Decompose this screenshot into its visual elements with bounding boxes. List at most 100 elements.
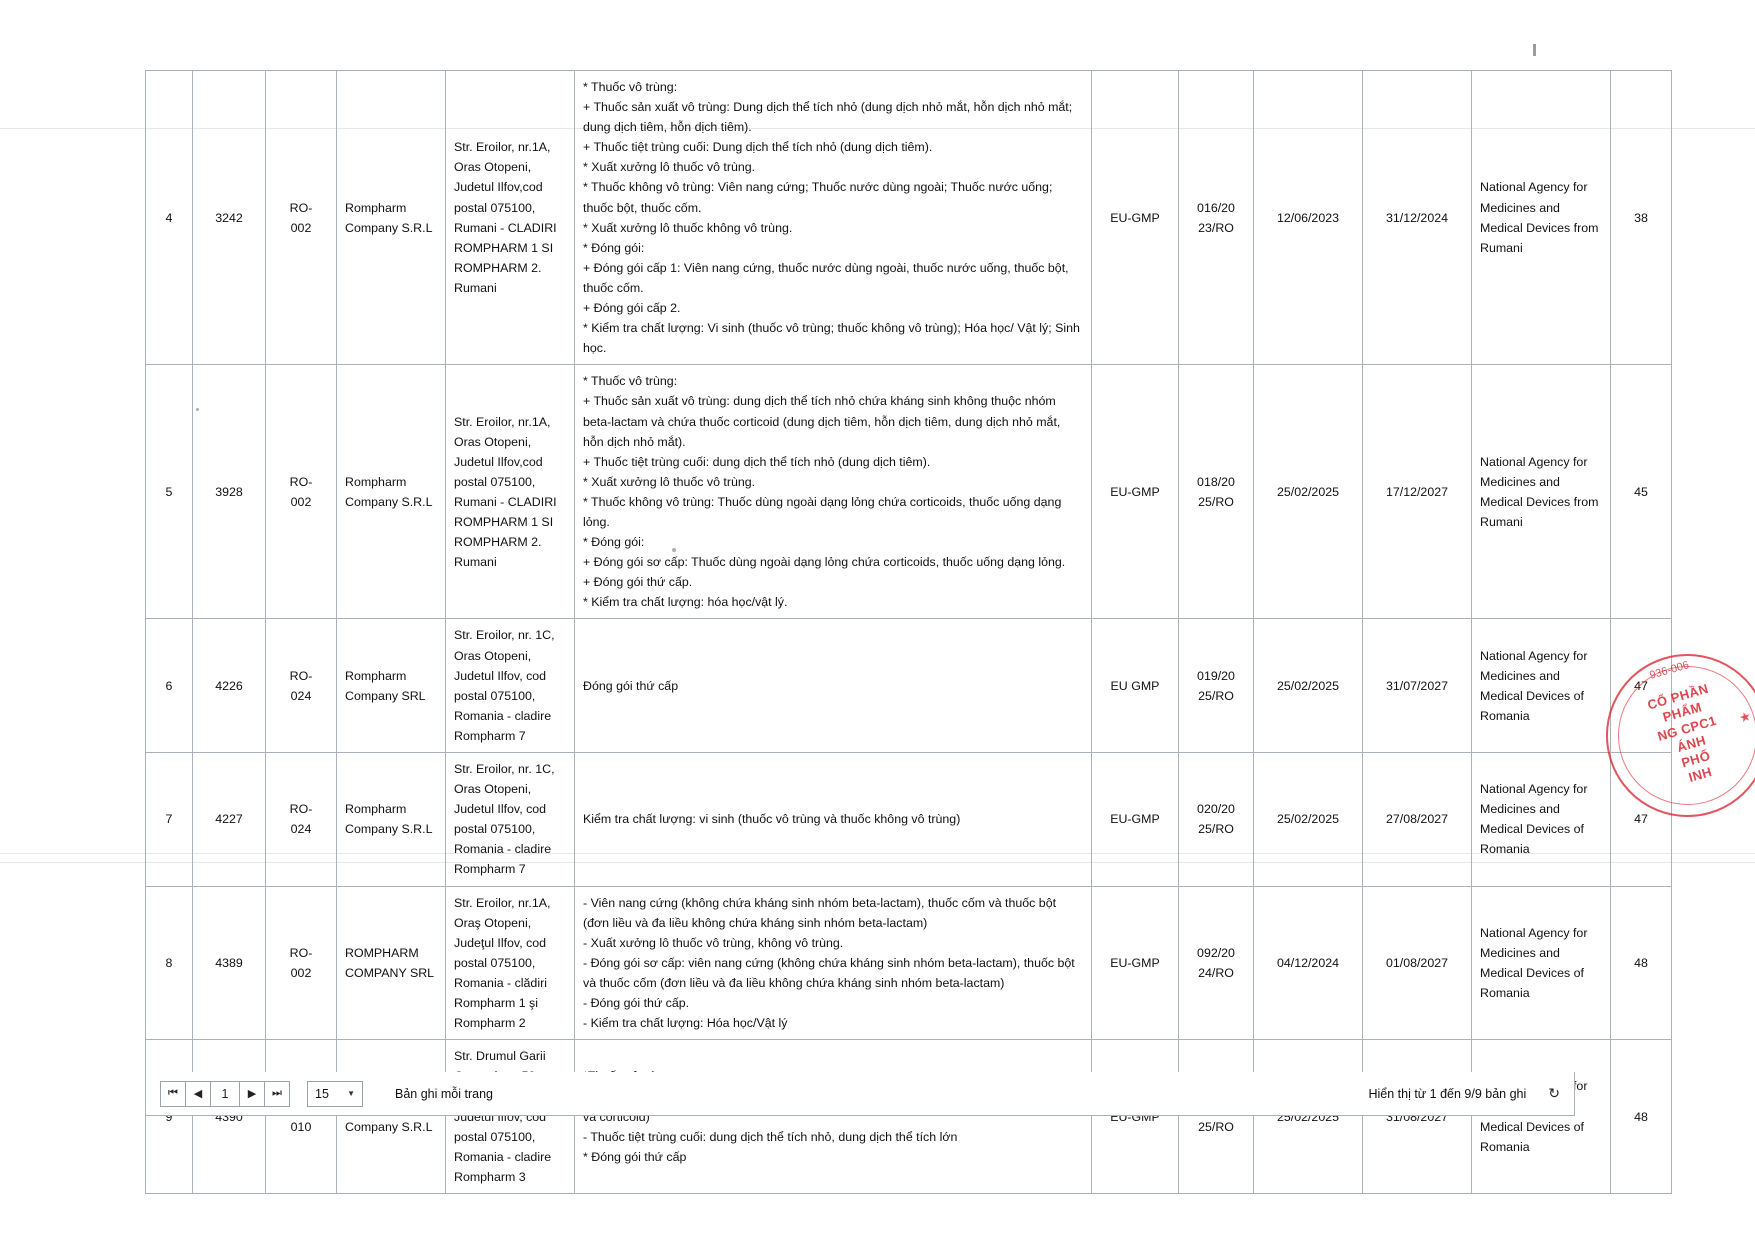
scope-line: * Đóng gói thứ cấp xyxy=(583,1149,687,1164)
table-row[interactable]: 7 4227 RO- 024 Rompharm Company S.R.L St… xyxy=(145,752,1672,887)
cell-code: 4226 xyxy=(192,618,266,753)
scope-line: + Đóng gói thứ cấp. xyxy=(583,575,693,590)
table-row[interactable]: 6 4226 RO- 024 Rompharm Company SRL Str.… xyxy=(145,618,1672,753)
scope-line: * Xuất xưởng lô thuốc vô trùng. xyxy=(583,160,756,175)
cell-date-to: 31/12/2024 xyxy=(1362,69,1472,366)
cert-line2: 25/RO xyxy=(1198,822,1234,837)
cell-company: ROMPHARM COMPANY SRL xyxy=(336,885,446,1041)
cell-address: Str. Drumul Garii Otopeni, nr. 52, Oras … xyxy=(445,1039,575,1194)
cell-standard: EU-GMP xyxy=(1091,69,1179,366)
cell-index: 5 xyxy=(145,364,193,620)
star-icon: ★ xyxy=(1737,708,1753,726)
cert-line2: 23/RO xyxy=(1198,220,1234,235)
cell-ro-code: RO- 024 xyxy=(265,752,337,887)
scope-line: * Đóng gói: xyxy=(583,240,645,255)
cell-company: Rompharm Company S.R.L xyxy=(336,752,446,887)
cert-line2: 24/RO xyxy=(1198,965,1234,980)
page-size-select[interactable]: 15 ▼ xyxy=(307,1080,363,1107)
cell-address: Str. Eroilor, nr.1A, Oras Otopeni, Judet… xyxy=(445,364,575,620)
scope-line: - Đóng gói sơ cấp: viên nang cứng (không… xyxy=(583,955,1075,990)
page-size-value: 15 xyxy=(315,1086,329,1101)
ro-code-line1: RO- xyxy=(289,802,313,817)
scope-line: * Kiểm tra chất lượng: Vi sinh (thuốc vô… xyxy=(583,321,1080,356)
cert-line1: 020/20 xyxy=(1197,802,1235,817)
first-page-button[interactable]: ⏮ xyxy=(160,1080,186,1107)
pagination-toolbar: ⏮ ◀ 1 ▶ ⏭ 15 ▼ Bản ghi mỗi trang Hiển th… xyxy=(145,1072,1575,1116)
table-row[interactable]: 8 4389 RO- 002 ROMPHARM COMPANY SRL Str.… xyxy=(145,885,1672,1041)
cell-authority: National Agency for Medicines and Medica… xyxy=(1471,364,1611,620)
cell-date-from: 12/06/2023 xyxy=(1253,69,1363,366)
cell-certificate-no: 020/20 25/RO xyxy=(1178,752,1254,887)
cell-date-to: 31/08/2027 xyxy=(1362,1039,1472,1194)
scope-line: + Thuốc tiệt trùng cuối: Dung dịch thể t… xyxy=(583,140,933,155)
ro-code-line1: RO- xyxy=(289,200,313,215)
cell-index: 6 xyxy=(145,618,193,753)
cell-page-no: 47 xyxy=(1610,618,1672,753)
scope-line: * Đóng gói: xyxy=(583,535,645,550)
scope-line: + Thuốc sản xuất vô trùng: Dung dịch thể… xyxy=(583,100,1073,135)
cell-company: Rompharm Company S.R.L xyxy=(336,1039,446,1194)
cell-authority: National Agency for Medicines and Medica… xyxy=(1471,1039,1611,1194)
cell-date-to: 27/08/2027 xyxy=(1362,752,1472,887)
cert-line2: 25/RO xyxy=(1198,688,1234,703)
cert-line2: 25/RO xyxy=(1198,494,1234,509)
cell-ro-code: RO- 010 xyxy=(265,1039,337,1194)
current-page-input[interactable]: 1 xyxy=(210,1080,240,1107)
cert-line1: 092/20 xyxy=(1197,945,1235,960)
next-page-button[interactable]: ▶ xyxy=(239,1080,265,1107)
cell-page-no: 48 xyxy=(1610,885,1672,1041)
scope-line: * Xuất xưởng lô thuốc vô trùng. xyxy=(583,474,756,489)
cell-scope: * Thuốc vô trùng: + Thuốc sản xuất vô trù… xyxy=(574,69,1092,366)
scope-line: - Thuốc tiệt trùng cuối: dung dịch thể t… xyxy=(583,1129,958,1144)
last-page-button[interactable]: ⏭ xyxy=(264,1080,290,1107)
scope-line: * Xuất xưởng lô thuốc không vô trùng. xyxy=(583,220,793,235)
cell-code: 3928 xyxy=(192,364,266,620)
cert-line1: 019/20 xyxy=(1197,668,1235,683)
cell-scope: - Viên nang cứng (không chứa kháng sinh … xyxy=(574,885,1092,1041)
cell-company: Rompharm Company SRL xyxy=(336,618,446,753)
cell-index: 9 xyxy=(145,1039,193,1194)
cell-code: 4227 xyxy=(192,752,266,887)
scope-line: + Thuốc tiệt trùng cuối: dung dịch thể t… xyxy=(583,454,931,469)
cert-line1: 016/20 xyxy=(1197,200,1235,215)
scope-line: - Viên nang cứng (không chứa kháng sinh … xyxy=(583,895,1057,930)
cell-company: Rompharm Company S.R.L xyxy=(336,69,446,366)
refresh-icon[interactable]: ↻ xyxy=(1548,1085,1560,1101)
scope-line: Đóng gói thứ cấp xyxy=(583,678,679,693)
scan-corner-mark xyxy=(1533,44,1536,56)
cell-standard: EU-GMP xyxy=(1091,885,1179,1041)
ro-code-line2: 024 xyxy=(290,688,312,703)
cell-certificate-no: 019/20 25/RO xyxy=(1178,618,1254,753)
ro-code-line2: 024 xyxy=(290,822,312,837)
cell-page-no: 48 xyxy=(1610,1039,1672,1194)
gmp-certificate-table: 4 3242 RO- 002 Rompharm Company S.R.L St… xyxy=(145,69,1672,1194)
cell-index: 4 xyxy=(145,69,193,366)
cell-date-to: 31/07/2027 xyxy=(1362,618,1472,753)
cell-date-from: 04/12/2024 xyxy=(1253,885,1363,1041)
cell-address: Str. Eroilor, nr. 1C, Oras Otopeni, Jude… xyxy=(445,618,575,753)
cell-date-from: 25/02/2025 xyxy=(1253,752,1363,887)
cell-ro-code: RO- 024 xyxy=(265,618,337,753)
cell-standard: EU-GMP xyxy=(1091,752,1179,887)
cell-scope: *Thuốc vô trùng:- Thuốc sản xuất vô trùn… xyxy=(574,1039,1092,1194)
document-page: 4 3242 RO- 002 Rompharm Company S.R.L St… xyxy=(145,69,1672,1194)
prev-page-button[interactable]: ◀ xyxy=(185,1080,211,1107)
cell-page-no: 47 xyxy=(1610,752,1672,887)
ro-code-line2: 002 xyxy=(290,494,312,509)
scope-line: * Thuốc không vô trùng: Thuốc dùng ngoài… xyxy=(583,494,1062,529)
table-row[interactable]: 5 3928 RO- 002 Rompharm Company S.R.L St… xyxy=(145,364,1672,620)
scope-line: + Đóng gói cấp 1: Viên nang cứng, thuốc … xyxy=(583,260,1069,295)
cell-page-no: 38 xyxy=(1610,69,1672,366)
cell-ro-code: RO- 002 xyxy=(265,69,337,366)
cell-date-to: 17/12/2027 xyxy=(1362,364,1472,620)
table-row[interactable]: 9 4390 RO- 010 Rompharm Company S.R.L St… xyxy=(145,1039,1672,1194)
table-row[interactable]: 4 3242 RO- 002 Rompharm Company S.R.L St… xyxy=(145,69,1672,366)
cell-index: 8 xyxy=(145,885,193,1041)
scope-line: + Đóng gói cấp 2. xyxy=(583,301,681,316)
cell-certificate-no: 018/20 25/RO xyxy=(1178,364,1254,620)
cell-ro-code: RO- 002 xyxy=(265,364,337,620)
table-body: 4 3242 RO- 002 Rompharm Company S.R.L St… xyxy=(145,69,1672,1194)
cert-line2: 25/RO xyxy=(1198,1119,1234,1134)
ro-code-line2: 002 xyxy=(290,220,312,235)
cell-date-from: 25/02/2025 xyxy=(1253,618,1363,753)
